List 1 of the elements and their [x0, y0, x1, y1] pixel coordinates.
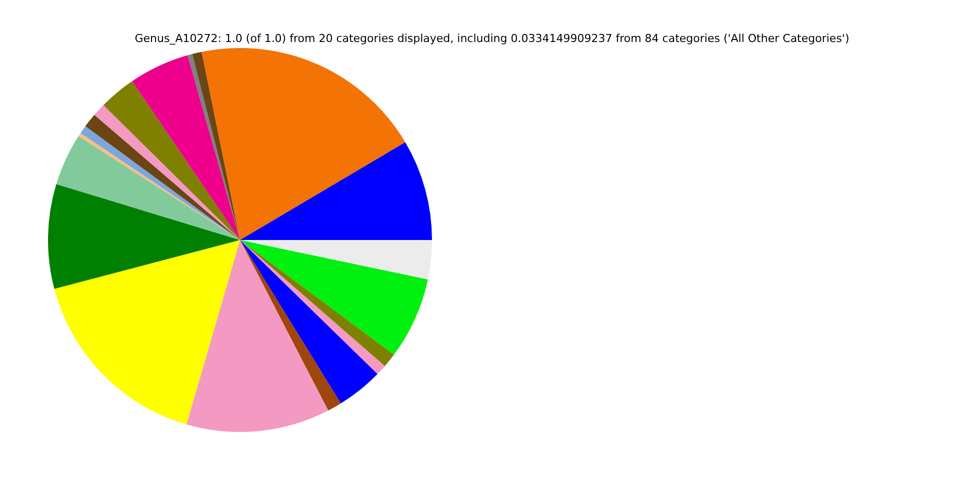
text: Genus_A10272: 1.0 (of 1.0) from 20 categories displayed, including 0.0334149909237 from 84 categories ('All Other Categories') [134, 32, 850, 45]
